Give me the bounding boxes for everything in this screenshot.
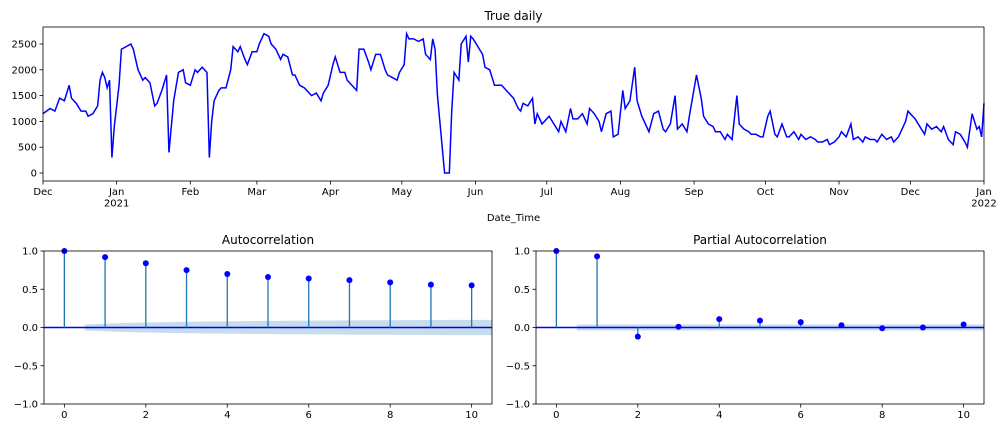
data-line	[42, 30, 985, 174]
y-tick-label: 0.5	[22, 285, 38, 296]
x-tick-label: Oct	[757, 187, 774, 198]
x-tick-label: Dec	[901, 187, 920, 198]
chart-title: Partial Autocorrelation	[693, 233, 827, 247]
x-tick-label: 2	[635, 410, 641, 421]
axes-frame	[42, 26, 985, 182]
stem-marker	[919, 324, 926, 331]
y-tick-label: 500	[18, 143, 37, 154]
stem-marker	[265, 274, 271, 281]
x-tick-label: Apr	[322, 187, 340, 198]
y-tick-label: 1.0	[22, 247, 38, 258]
stem-marker	[427, 281, 434, 288]
x-tick-label: 0	[553, 410, 559, 421]
x-tick-label: 4	[716, 410, 722, 421]
y-tick-label: −1.0	[14, 400, 38, 411]
stem-marker	[634, 333, 641, 340]
x-tick-label: 8	[879, 410, 885, 421]
x-tick-label: May	[391, 187, 412, 198]
y-tick-label: 1000	[12, 117, 37, 128]
stem-marker	[305, 275, 312, 282]
stem-marker	[102, 254, 109, 261]
chart-title: Autocorrelation	[222, 233, 314, 247]
y-tick-label: −1.0	[506, 400, 530, 411]
x-tick-label: 8	[387, 410, 393, 421]
stem-marker	[879, 325, 886, 332]
x-tick-label: Jan 2021	[104, 187, 129, 210]
chart-title: True daily	[483, 9, 542, 23]
stem-marker	[387, 279, 394, 286]
y-tick-label: 2000	[12, 65, 37, 76]
stem-marker	[142, 260, 149, 267]
x-tick-label: Feb	[181, 187, 199, 198]
y-tick-label: −0.5	[506, 361, 530, 372]
x-tick-label: 2	[143, 410, 149, 421]
x-tick-label: Sep	[685, 187, 704, 198]
x-tick-label: Dec	[33, 187, 52, 198]
x-tick-label: 0	[61, 410, 67, 421]
x-tick-label: Jun	[467, 187, 484, 198]
x-tick-label: 6	[798, 410, 804, 421]
x-tick-label: Aug	[611, 187, 631, 198]
x-tick-label: Mar	[247, 187, 267, 198]
x-tick-label: Nov	[829, 187, 849, 198]
stem-marker	[675, 323, 682, 330]
stem-marker	[757, 317, 763, 324]
x-axis-label: Date_Time	[487, 213, 540, 224]
stem-marker	[183, 267, 190, 274]
y-tick-label: 0.0	[22, 323, 38, 334]
axes-frame	[535, 250, 985, 405]
y-tick-label: 1.0	[514, 247, 530, 258]
y-tick-label: 1500	[12, 91, 37, 102]
x-tick-label: Jul	[540, 187, 553, 198]
y-tick-label: 0	[31, 169, 37, 180]
x-tick-label: Jan 2022	[971, 187, 996, 210]
stem-marker	[960, 321, 967, 328]
axes-frame	[43, 250, 493, 405]
stem-marker	[716, 316, 723, 323]
stem-marker	[346, 277, 353, 284]
x-tick-label: 10	[465, 410, 478, 421]
stem-marker	[838, 322, 845, 329]
stem-marker	[224, 270, 231, 277]
x-tick-label: 10	[957, 410, 970, 421]
stem-marker	[468, 282, 475, 289]
stem-marker	[797, 319, 804, 326]
y-tick-label: 0.0	[514, 323, 530, 334]
stem-marker	[594, 253, 601, 260]
y-tick-label: −0.5	[14, 361, 38, 372]
y-tick-label: 0.5	[514, 285, 530, 296]
x-tick-label: 6	[306, 410, 312, 421]
x-tick-label: 4	[224, 410, 230, 421]
y-tick-label: 2500	[12, 40, 37, 51]
